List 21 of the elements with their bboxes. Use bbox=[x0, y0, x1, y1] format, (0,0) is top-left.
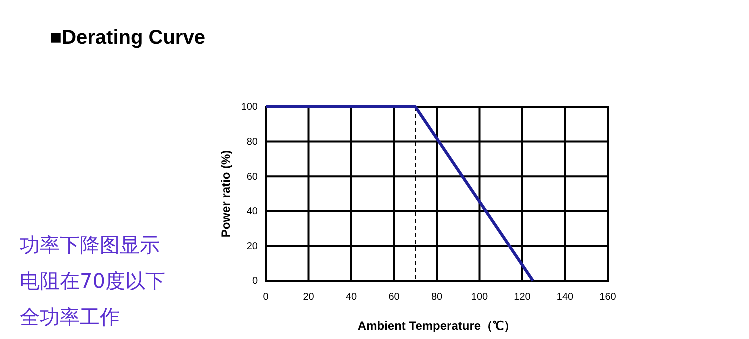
y-tick-label: 20 bbox=[246, 241, 258, 252]
text: 电阻在70度以下 bbox=[20, 269, 166, 293]
y-tick-label: 40 bbox=[246, 206, 258, 218]
x-tick-label: 40 bbox=[346, 292, 358, 304]
y-tick-label: 0 bbox=[252, 276, 258, 288]
x-tick-label: 100 bbox=[471, 292, 489, 304]
x-axis-title: Ambient Temperature（℃） bbox=[358, 319, 516, 333]
x-tick-label: 0 bbox=[263, 292, 270, 304]
x-tick-label: 20 bbox=[303, 292, 315, 304]
y-tick-label: 60 bbox=[246, 172, 258, 183]
x-tick-label: 60 bbox=[388, 292, 400, 304]
y-tick-label: 100 bbox=[241, 102, 258, 114]
text: 全功率工作 bbox=[20, 305, 120, 329]
text: 功率下降图显示 bbox=[20, 233, 160, 257]
x-tick-label: 160 bbox=[600, 292, 617, 304]
y-tick-label: 80 bbox=[246, 137, 258, 148]
x-tick-label: 80 bbox=[431, 292, 443, 304]
x-tick-label: 120 bbox=[514, 292, 532, 304]
y-axis-title: Power ratio (%) bbox=[219, 150, 233, 238]
chart-title: ■Derating Curve bbox=[50, 27, 206, 49]
x-tick-label: 140 bbox=[556, 292, 574, 304]
